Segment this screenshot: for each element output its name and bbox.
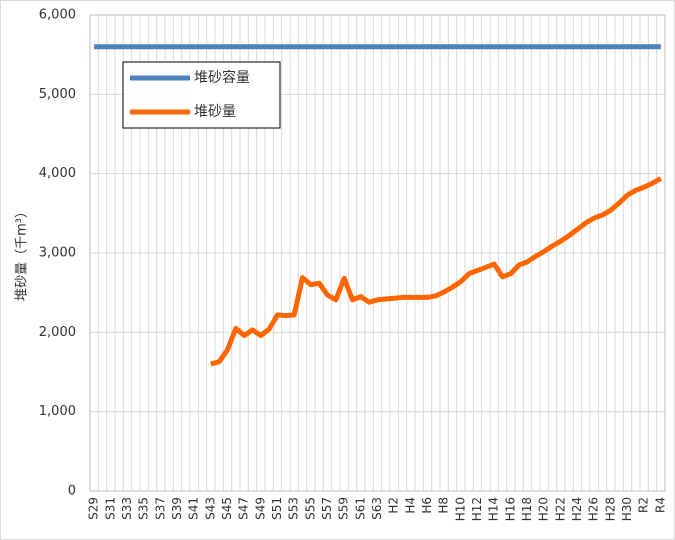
x-tick-label: H10 — [453, 497, 467, 521]
x-tick-label: S37 — [153, 497, 167, 520]
x-tick-label: S61 — [353, 497, 367, 520]
x-tick-label: S43 — [203, 497, 217, 520]
series-line — [210, 176, 663, 367]
y-tick-label: 6,000 — [39, 8, 76, 23]
x-tick-label: H30 — [620, 497, 634, 521]
x-tick-label: S33 — [120, 497, 134, 520]
x-tick-label: S41 — [187, 497, 201, 520]
x-tick-label: S29 — [87, 497, 101, 520]
x-tick-label: S51 — [270, 497, 284, 520]
x-tick-label: H6 — [420, 497, 434, 514]
y-tick-label: 3,000 — [39, 246, 76, 261]
legend-label: 堆砂量 — [194, 104, 236, 120]
x-tick-label: H4 — [403, 497, 417, 514]
x-tick-label: R4 — [653, 497, 667, 513]
x-tick-label: S47 — [237, 497, 251, 520]
y-tick-label: 4,000 — [39, 166, 76, 181]
x-tick-label: H18 — [520, 497, 534, 521]
legend-box — [122, 61, 281, 129]
x-tick-label: H2 — [387, 497, 401, 514]
x-tick-label: S49 — [253, 497, 267, 520]
x-tick-label: R2 — [637, 497, 651, 513]
x-tick-label: H20 — [537, 497, 551, 521]
x-tick-label: H24 — [570, 497, 584, 521]
y-tick-label: 5,000 — [39, 87, 76, 102]
x-tick-label: S39 — [170, 497, 184, 520]
plot-frame — [89, 14, 666, 492]
x-tick-label: H26 — [587, 497, 601, 521]
x-tick-label: S35 — [137, 497, 151, 520]
x-tick-label: H8 — [437, 497, 451, 514]
x-tick-label: S55 — [303, 497, 317, 520]
x-tick-label: S53 — [287, 497, 301, 520]
x-tick-label: H12 — [470, 497, 484, 521]
x-tick-label: H16 — [503, 497, 517, 521]
y-tick-label: 2,000 — [39, 325, 76, 340]
x-tick-label: H14 — [487, 497, 501, 521]
x-tick-label: H28 — [603, 497, 617, 521]
x-tick-label: S59 — [337, 497, 351, 520]
x-tick-label: S63 — [370, 497, 384, 520]
legend-label: 堆砂容量 — [194, 69, 250, 86]
x-tick-label: S57 — [320, 497, 334, 520]
x-tick-label: S31 — [103, 497, 117, 520]
y-tick-label: 0 — [68, 484, 76, 499]
x-tick-label: H22 — [553, 497, 567, 521]
x-tick-label: S45 — [220, 497, 234, 520]
y-tick-label: 1,000 — [39, 404, 76, 419]
y-axis-label: 堆砂量（千m³） — [15, 205, 30, 301]
